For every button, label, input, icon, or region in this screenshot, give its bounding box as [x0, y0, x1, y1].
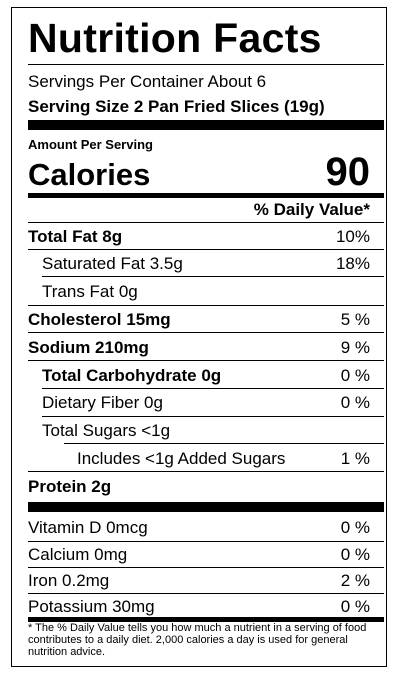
divider — [28, 249, 384, 250]
nutrient-dv: 1 % — [340, 449, 370, 468]
nutrient-label: Protein 2g — [28, 477, 112, 496]
divider — [28, 305, 384, 306]
vitamin-label: Potassium 30mg — [28, 597, 155, 616]
divider — [28, 567, 384, 568]
nutrient-label: Saturated Fat 3.5g — [42, 254, 183, 273]
divider — [28, 222, 384, 223]
amount-per-serving: Amount Per Serving — [28, 137, 153, 152]
vitamin-label: Calcium 0mg — [28, 545, 128, 564]
vitamin-label: Iron 0.2mg — [28, 571, 110, 590]
servings-per-container: Servings Per Container About 6 — [28, 72, 267, 91]
nutrient-dv: 9 % — [340, 338, 370, 357]
serving-size: Serving Size 2 Pan Fried Slices (19g) — [28, 97, 325, 116]
divider — [42, 388, 384, 389]
nutrient-dv: 10% — [335, 227, 370, 246]
nutrient-label: Includes <1g Added Sugars — [77, 449, 286, 468]
nutrient-label: Trans Fat 0g — [42, 282, 138, 301]
divider — [42, 276, 384, 277]
divider — [28, 64, 384, 65]
daily-value-header: % Daily Value* — [253, 200, 370, 219]
medium-divider — [28, 617, 384, 622]
divider — [28, 541, 384, 542]
divider — [28, 593, 384, 594]
divider — [28, 471, 384, 472]
thick-divider — [28, 120, 384, 130]
divider — [42, 416, 384, 417]
medium-divider — [28, 193, 384, 198]
nutrition-label: Nutrition Facts Servings Per Container A… — [11, 7, 387, 667]
nutrient-label: Total Sugars <1g — [42, 421, 171, 440]
divider — [28, 360, 384, 361]
vitamin-dv: 0 % — [340, 545, 370, 564]
nutrient-label: Total Carbohydrate 0g — [42, 366, 222, 385]
nutrient-label: Dietary Fiber 0g — [42, 393, 163, 412]
nutrient-label: Sodium 210mg — [28, 338, 149, 357]
vitamin-dv: 0 % — [340, 597, 370, 616]
nutrient-dv: 0 % — [340, 393, 370, 412]
divider — [64, 443, 384, 444]
nutrient-dv: 5 % — [340, 310, 370, 329]
footnote: * The % Daily Value tells you how much a… — [28, 622, 367, 658]
vitamin-dv: 0 % — [340, 518, 370, 537]
nutrient-dv: 0 % — [340, 366, 370, 385]
nutrient-dv: 18% — [335, 254, 370, 273]
vitamin-label: Vitamin D 0mcg — [28, 518, 148, 537]
vitamin-dv: 2 % — [340, 571, 370, 590]
nutrient-label: Total Fat 8g — [28, 227, 123, 246]
divider — [28, 332, 384, 333]
calories-value: 90 — [325, 150, 371, 194]
calories-label: Calories — [28, 157, 151, 192]
nutrient-label: Cholesterol 15mg — [28, 310, 171, 329]
thick-divider — [28, 502, 384, 512]
label-title: Nutrition Facts — [28, 15, 322, 61]
